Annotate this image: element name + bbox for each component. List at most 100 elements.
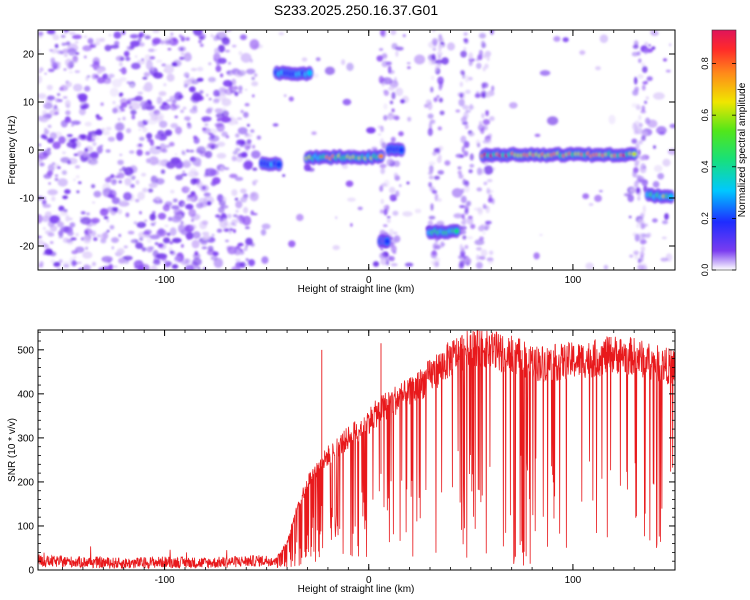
spectrogram-noise-spot bbox=[146, 158, 151, 164]
spectrogram-noise-spot bbox=[69, 31, 76, 35]
spectrogram-noise-spot bbox=[146, 238, 152, 244]
spectrogram-noise-spot bbox=[469, 163, 475, 168]
snr-y-axis-label: SNR (10 * v/v) bbox=[7, 418, 18, 482]
spectrogram-noise-spot bbox=[68, 70, 74, 74]
spectrogram-noise-spot bbox=[45, 131, 48, 134]
spectrogram-noise-spot bbox=[404, 262, 414, 267]
spectrogram-y-tick-label: -20 bbox=[20, 242, 35, 253]
snr-y-tick-label: 400 bbox=[17, 389, 34, 400]
spectrogram-noise-spot bbox=[381, 142, 387, 150]
spectrogram-noise-spot bbox=[640, 222, 645, 230]
spectrogram-noise-spot bbox=[427, 102, 433, 111]
spectrogram-noise-spot bbox=[608, 114, 616, 125]
spectrogram-noise-spot bbox=[372, 261, 380, 267]
spectrogram-noise-spot bbox=[221, 196, 227, 203]
spectrogram-noise-spot bbox=[435, 261, 440, 267]
spectrogram-noise-spot bbox=[664, 213, 669, 220]
spectrogram-noise-spot bbox=[190, 178, 198, 185]
spectrogram-noise-spot bbox=[163, 237, 171, 244]
spectrogram-noise-spot bbox=[429, 119, 436, 124]
spectrogram-noise-spot bbox=[476, 142, 481, 148]
spectrogram-noise-spot bbox=[244, 88, 248, 91]
spectrogram-noise-spot bbox=[67, 47, 77, 56]
spectrogram-noise-spot bbox=[49, 49, 53, 52]
spectrogram-noise-spot bbox=[476, 254, 480, 261]
spectrogram-noise-spot bbox=[129, 34, 139, 39]
spectrogram-noise-spot bbox=[235, 141, 240, 146]
spectrogram-noise-spot bbox=[479, 32, 486, 39]
spectrogram-noise-spot bbox=[641, 62, 646, 67]
spectrogram-noise-spot bbox=[164, 201, 173, 207]
spectrogram-noise-spot bbox=[324, 66, 335, 76]
spectrogram-noise-spot bbox=[428, 175, 434, 180]
spectrogram-noise-spot bbox=[166, 161, 176, 169]
spectrogram-noise-spot bbox=[38, 71, 41, 73]
spectrogram-noise-spot bbox=[180, 109, 185, 114]
spectrogram-noise-spot bbox=[96, 234, 101, 238]
spectrogram-noise-spot bbox=[639, 165, 647, 174]
spectrogram-noise-spot bbox=[135, 179, 140, 185]
spectrogram-noise-spot bbox=[481, 92, 486, 98]
spectrogram-noise-spot bbox=[342, 98, 352, 106]
spectrogram-noise-spot bbox=[214, 108, 223, 114]
spectrogram-noise-spot bbox=[301, 57, 308, 62]
spectrogram-noise-spot bbox=[54, 111, 59, 116]
spectrogram-noise-spot bbox=[202, 127, 211, 134]
spectrogram-noise-spot bbox=[204, 123, 209, 127]
spectrogram-noise-spot bbox=[483, 181, 488, 186]
spectrogram-noise-spot bbox=[669, 123, 675, 129]
spectrogram-noise-spot bbox=[603, 264, 609, 270]
spectrogram-noise-spot bbox=[438, 83, 443, 91]
spectrogram-noise-spot bbox=[108, 33, 112, 37]
spectrogram-noise-spot bbox=[476, 247, 482, 251]
spectrogram-noise-spot bbox=[188, 208, 197, 217]
spectrogram-noise-spot bbox=[481, 85, 485, 90]
spectrogram-noise-spot bbox=[227, 246, 237, 255]
spectrogram-noise-spot bbox=[234, 91, 239, 97]
spectrogram-noise-spot bbox=[453, 213, 463, 219]
spectrogram-noise-spot bbox=[240, 109, 244, 114]
spectrogram-noise-spot bbox=[108, 73, 115, 78]
spectrogram-noise-spot bbox=[386, 216, 391, 219]
spectrogram-noise-spot bbox=[42, 203, 52, 208]
spectrogram-noise-spot bbox=[252, 94, 255, 98]
spectrogram-noise-spot bbox=[170, 123, 178, 129]
spectrogram-x-axis-label: Height of straight line (km) bbox=[298, 284, 415, 295]
spectrogram-noise-spot bbox=[463, 111, 469, 119]
spectrogram-noise-spot bbox=[464, 124, 469, 130]
spectrogram-noise-spot bbox=[149, 213, 156, 221]
spectrogram-noise-spot bbox=[57, 166, 61, 170]
spectrogram-noise-spot bbox=[188, 197, 195, 201]
spectrogram-noise-spot bbox=[272, 123, 279, 127]
spectrogram-noise-spot bbox=[180, 220, 184, 225]
spectrogram-noise-spot bbox=[46, 95, 55, 101]
spectrogram-noise-spot bbox=[218, 31, 226, 38]
spectrogram-noise-spot bbox=[227, 61, 232, 65]
spectrogram-noise-spot bbox=[235, 209, 239, 213]
spectrogram-noise-spot bbox=[260, 229, 267, 236]
spectrogram-noise-spot bbox=[407, 66, 411, 69]
spectrogram-noise-spot bbox=[383, 89, 387, 94]
spectrogram-noise-spot bbox=[70, 120, 81, 125]
spectrogram-noise-spot bbox=[44, 72, 47, 75]
spectrogram-noise-spot bbox=[212, 251, 219, 257]
spectrogram-noise-spot bbox=[114, 122, 125, 132]
spectrogram-noise-spot bbox=[207, 245, 214, 252]
spectrogram-noise-spot bbox=[464, 209, 469, 215]
spectrogram-noise-spot bbox=[118, 92, 123, 97]
spectrogram-noise-spot bbox=[428, 215, 436, 220]
spectrogram-noise-spot bbox=[131, 239, 135, 244]
spectrogram-noise-spot bbox=[93, 237, 98, 242]
spectrogram-noise-spot bbox=[457, 166, 462, 170]
spectrogram-noise-spot bbox=[460, 225, 467, 231]
spectrogram-noise-spot bbox=[90, 217, 100, 224]
spectrogram-track-mark bbox=[398, 147, 404, 153]
spectrogram-noise-spot bbox=[202, 234, 211, 241]
spectrogram-noise-spot bbox=[347, 197, 356, 202]
spectrogram-noise-spot bbox=[230, 89, 236, 94]
spectrogram-noise-spot bbox=[66, 141, 78, 148]
spectrogram-noise-spot bbox=[468, 52, 474, 61]
spectrogram-noise-spot bbox=[171, 215, 182, 223]
spectrogram-noise-spot bbox=[119, 69, 122, 72]
spectrogram-noise-spot bbox=[60, 34, 66, 39]
